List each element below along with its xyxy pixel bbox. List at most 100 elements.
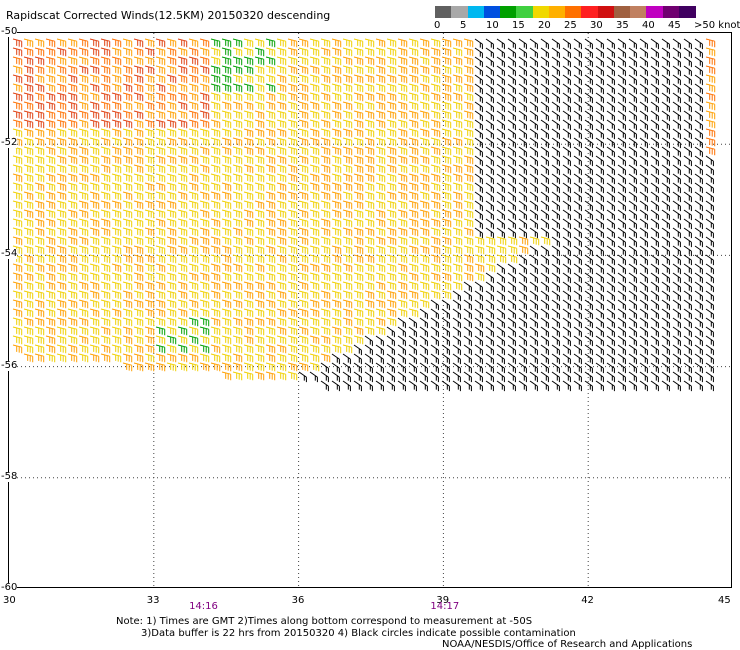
wind-barb [56, 200, 67, 210]
wind-barb [331, 245, 342, 255]
wind-barb [485, 101, 494, 113]
wind-barb [342, 263, 353, 273]
wind-barb [287, 362, 298, 372]
wind-barb [254, 74, 265, 84]
wind-barb [441, 380, 450, 392]
wind-barb [507, 380, 516, 392]
wind-barb [463, 164, 474, 174]
wind-barb [540, 83, 549, 95]
wind-barb [353, 281, 364, 291]
wind-barb [166, 236, 177, 246]
wind-barb [78, 227, 89, 237]
wind-barb [309, 353, 320, 363]
wind-barb [56, 137, 67, 147]
wind-barb [628, 182, 637, 194]
wind-barb [650, 362, 659, 374]
wind-barb [210, 110, 221, 120]
wind-barb [364, 38, 375, 48]
wind-barb [628, 173, 637, 185]
wind-barb [485, 128, 494, 140]
wind-barb [573, 110, 582, 122]
wind-barb [474, 254, 485, 264]
wind-barb [408, 200, 419, 210]
wind-barb [111, 182, 122, 192]
wind-barb [111, 173, 122, 183]
wind-barb [496, 281, 505, 293]
wind-barb [45, 299, 56, 309]
wind-barb [166, 155, 177, 165]
wind-barb [331, 191, 342, 201]
wind-barb [331, 101, 342, 111]
wind-barb [12, 110, 23, 120]
wind-barb [331, 236, 342, 246]
wind-barb [331, 56, 342, 66]
wind-barb [89, 200, 100, 210]
wind-barb [232, 74, 243, 84]
wind-barb [419, 308, 428, 320]
wind-barb [705, 119, 716, 129]
wind-barb [133, 56, 144, 66]
wind-barb [474, 155, 483, 167]
wind-barb [364, 236, 375, 246]
wind-barb [595, 218, 604, 230]
wind-barb [529, 281, 538, 293]
wind-barb [672, 272, 681, 284]
wind-barb [342, 164, 353, 174]
wind-barb [705, 155, 714, 167]
wind-barb [595, 56, 604, 68]
wind-barb [386, 119, 397, 129]
wind-barb [430, 227, 441, 237]
wind-barb [276, 38, 287, 48]
wind-barb [419, 47, 430, 57]
wind-barb [144, 272, 155, 282]
wind-barb [111, 110, 122, 120]
wind-barb [463, 137, 474, 147]
wind-barb [551, 245, 560, 257]
wind-barb [452, 173, 463, 183]
wind-barb [210, 83, 221, 93]
wind-barb [672, 38, 681, 50]
wind-barb [45, 209, 56, 219]
wind-barb [606, 92, 615, 104]
wind-barb [309, 272, 320, 282]
wind-barb [595, 92, 604, 104]
wind-barb [210, 191, 221, 201]
wind-barb [12, 56, 23, 66]
wind-barb [342, 308, 353, 318]
wind-barb [89, 272, 100, 282]
wind-barb [650, 119, 659, 131]
wind-barb [375, 236, 386, 246]
wind-barb [694, 380, 703, 392]
wind-barb [496, 326, 505, 338]
wind-barb [122, 281, 133, 291]
wind-barb [683, 236, 692, 248]
wind-barb [56, 245, 67, 255]
wind-barb [540, 326, 549, 338]
wind-barb [485, 182, 494, 194]
wind-barb [639, 182, 648, 194]
wind-barb [672, 227, 681, 239]
wind-barb [166, 362, 177, 372]
wind-barb [331, 182, 342, 192]
wind-barb [243, 281, 254, 291]
wind-barb [243, 209, 254, 219]
wind-barb [408, 128, 419, 138]
wind-barb [529, 326, 538, 338]
wind-barb [606, 65, 615, 77]
wind-barb [397, 110, 408, 120]
wind-barb [221, 254, 232, 264]
wind-barb [309, 110, 320, 120]
wind-barb [309, 74, 320, 84]
wind-barb [606, 110, 615, 122]
wind-barb [661, 56, 670, 68]
wind-barb [551, 290, 560, 302]
wind-barb [386, 209, 397, 219]
wind-barb [408, 317, 417, 329]
wind-barb [375, 74, 386, 84]
wind-barb [540, 38, 549, 50]
wind-barb [342, 182, 353, 192]
legend-label: 40 [642, 20, 655, 31]
wind-barb [12, 245, 23, 255]
wind-barb [199, 299, 210, 309]
wind-barb [430, 362, 439, 374]
